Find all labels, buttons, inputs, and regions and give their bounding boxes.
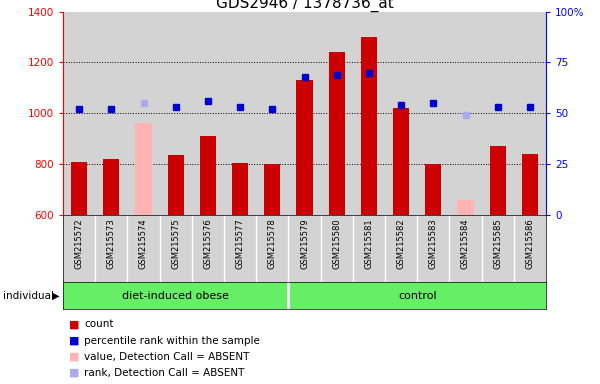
Text: percentile rank within the sample: percentile rank within the sample <box>84 336 260 346</box>
Text: ■: ■ <box>69 336 79 346</box>
Bar <box>232 163 248 215</box>
Text: individual: individual <box>3 291 54 301</box>
Title: GDS2946 / 1378736_at: GDS2946 / 1378736_at <box>215 0 394 12</box>
Text: GSM215579: GSM215579 <box>300 218 309 269</box>
Text: GSM215583: GSM215583 <box>429 218 438 269</box>
Bar <box>329 52 345 215</box>
Text: GSM215586: GSM215586 <box>526 218 535 269</box>
Text: GSM215584: GSM215584 <box>461 218 470 269</box>
Bar <box>264 164 280 215</box>
Text: GSM215573: GSM215573 <box>107 218 116 269</box>
Text: ▶: ▶ <box>52 291 60 301</box>
Bar <box>296 80 313 215</box>
Bar <box>522 154 538 215</box>
Text: GSM215581: GSM215581 <box>364 218 373 269</box>
Text: rank, Detection Call = ABSENT: rank, Detection Call = ABSENT <box>84 368 244 378</box>
Bar <box>200 136 216 215</box>
Text: GSM215580: GSM215580 <box>332 218 341 269</box>
Bar <box>167 155 184 215</box>
Text: count: count <box>84 319 113 329</box>
Text: ■: ■ <box>69 319 79 329</box>
Text: ■: ■ <box>69 368 79 378</box>
Text: GSM215577: GSM215577 <box>236 218 245 269</box>
Bar <box>393 108 409 215</box>
Text: GSM215578: GSM215578 <box>268 218 277 269</box>
Text: GSM215582: GSM215582 <box>397 218 406 269</box>
Text: diet-induced obese: diet-induced obese <box>122 291 229 301</box>
Bar <box>103 159 119 215</box>
Bar <box>71 162 87 215</box>
Text: GSM215572: GSM215572 <box>74 218 83 269</box>
Text: GSM215585: GSM215585 <box>493 218 502 269</box>
Bar <box>457 200 473 215</box>
Text: GSM215576: GSM215576 <box>203 218 212 269</box>
Text: control: control <box>398 291 437 301</box>
Text: GSM215575: GSM215575 <box>171 218 180 269</box>
Bar <box>425 164 442 215</box>
Bar <box>136 124 152 215</box>
Text: value, Detection Call = ABSENT: value, Detection Call = ABSENT <box>84 352 250 362</box>
Bar <box>490 146 506 215</box>
Text: ■: ■ <box>69 352 79 362</box>
Text: GSM215574: GSM215574 <box>139 218 148 269</box>
Bar <box>361 37 377 215</box>
